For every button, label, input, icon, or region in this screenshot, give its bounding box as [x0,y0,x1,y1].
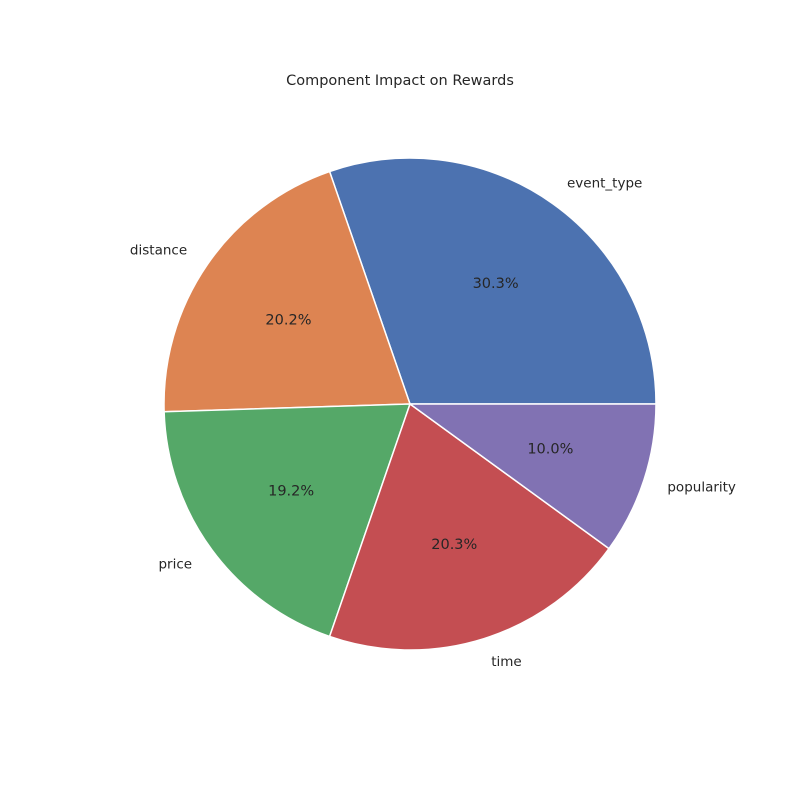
labels-group: event_type 30.3% distance 20.2% price 19.2% ti… [130,176,736,671]
slice-label-price: price [158,556,192,572]
slice-label-distance: distance [130,243,187,259]
slices-group [163,157,657,651]
percent-label-price: 19.2% [268,484,314,500]
pie-slice-distance [163,170,411,413]
slice-label-popularity: popularity [667,480,736,496]
pie-slice-popularity [409,403,657,550]
percent-label-event-type: 30.3% [473,276,519,292]
slice-label-time: time [491,654,522,670]
slice-label-event-type: event_type [567,176,642,192]
pie-slice-time [328,403,610,651]
percent-label-popularity: 10.0% [527,442,573,458]
pie-slice-price [163,403,411,638]
percent-label-time: 20.3% [431,537,477,553]
pie-slice-event-type [328,157,657,405]
chart-title: Component Impact on Rewards [286,73,514,89]
percent-label-distance: 20.2% [265,312,311,328]
